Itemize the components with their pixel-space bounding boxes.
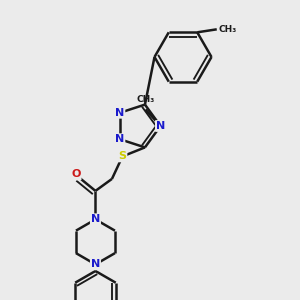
Text: N: N	[91, 260, 100, 269]
Text: CH₃: CH₃	[218, 25, 236, 34]
Text: N: N	[156, 121, 165, 131]
Text: CH₃: CH₃	[136, 95, 154, 104]
Text: O: O	[71, 169, 81, 179]
Text: N: N	[115, 108, 124, 118]
Text: N: N	[91, 214, 100, 224]
Text: S: S	[118, 152, 127, 161]
Text: N: N	[115, 134, 124, 144]
